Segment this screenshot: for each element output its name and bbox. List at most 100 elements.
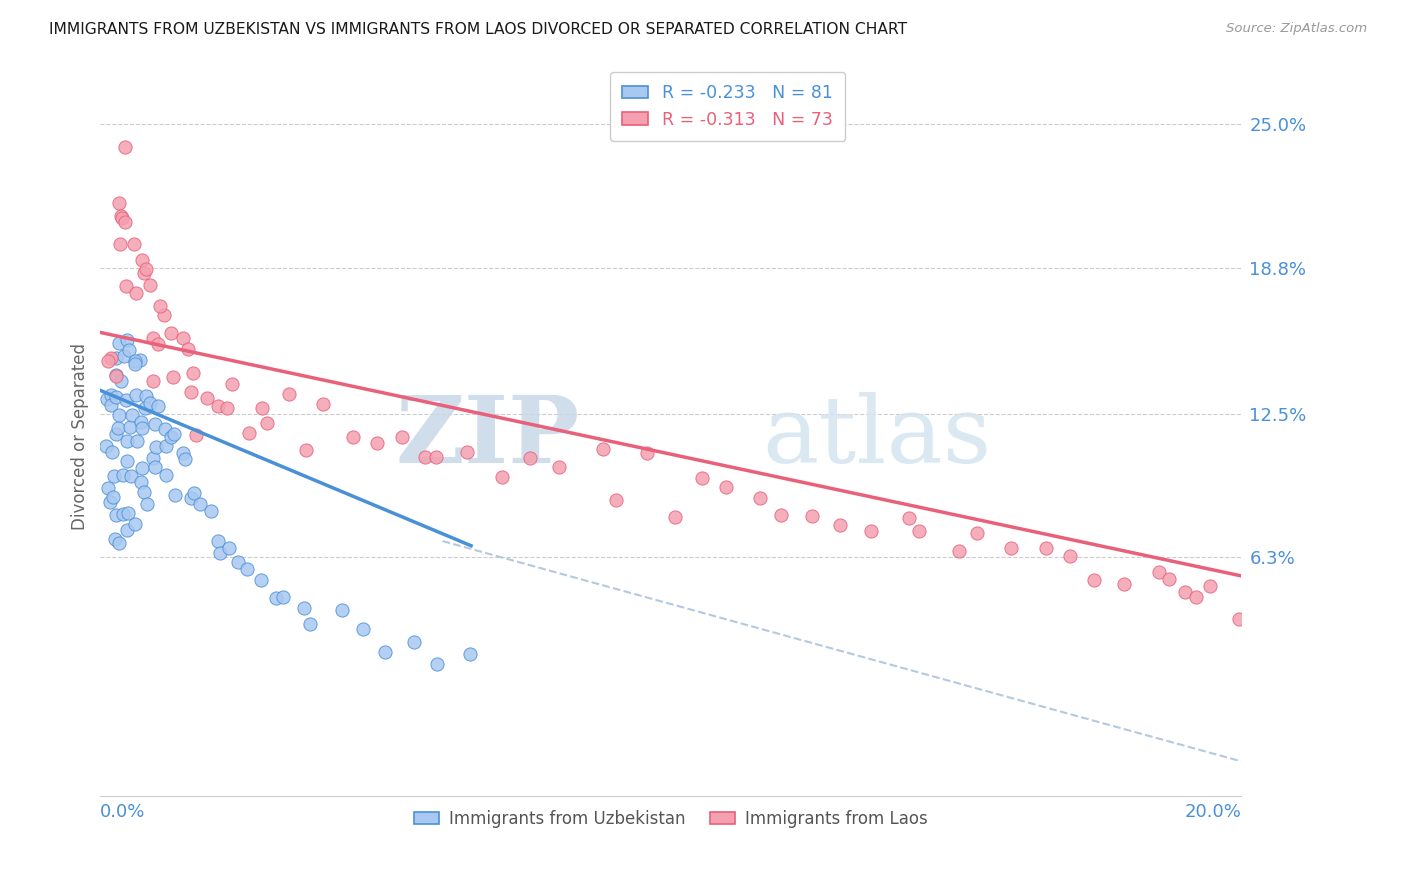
Point [108,195,131,210]
Point [100,398,122,412]
Point [131,421,153,435]
Text: 20.0%: 20.0% [1184,803,1241,821]
Point [148,336,170,351]
Point [118,343,141,357]
Point [129,416,152,430]
Point [143,417,166,432]
Point [236,562,259,576]
Text: 0.0%: 0.0% [100,803,146,821]
Point [1083,574,1105,588]
Point [352,623,374,637]
Legend: Immigrants from Uzbekistan, Immigrants from Laos: Immigrants from Uzbekistan, Immigrants f… [406,803,935,835]
Point [256,417,278,431]
Point [100,494,122,508]
Point [108,535,131,549]
Point [172,446,194,460]
Point [605,493,627,508]
Point [172,331,194,345]
Point [221,376,243,391]
Point [125,285,148,300]
Point [162,370,184,384]
Point [636,446,658,460]
Point [117,506,139,520]
Point [716,479,738,493]
Point [1147,566,1170,580]
Point [218,541,240,555]
Point [115,278,138,293]
Point [180,384,202,399]
Point [366,436,388,450]
Point [226,554,249,568]
Point [125,434,148,448]
Point [132,266,155,280]
Point [404,634,426,648]
Point [173,452,195,467]
Point [592,442,614,457]
Point [100,351,122,366]
Point [135,261,157,276]
Point [215,401,238,415]
Point [110,209,132,223]
Point [155,467,177,482]
Point [519,451,541,466]
Point [132,485,155,500]
Point [117,434,139,448]
Point [108,336,131,351]
Point [1035,541,1057,556]
Point [801,509,824,524]
Point [129,475,152,489]
Point [160,326,183,341]
Point [121,409,143,423]
Point [111,467,134,482]
Text: Source: ZipAtlas.com: Source: ZipAtlas.com [1226,22,1367,36]
Point [142,450,165,465]
Point [162,426,184,441]
Point [1000,541,1022,556]
Point [139,277,162,292]
Point [112,507,135,521]
Point [120,469,142,483]
Point [142,331,165,345]
Point [115,523,138,537]
Point [425,450,447,464]
Point [828,517,851,532]
Point [153,422,176,436]
Point [134,401,156,416]
Point [271,590,294,604]
Point [200,503,222,517]
Point [195,391,218,405]
Point [413,450,436,465]
Point [114,393,136,408]
Point [114,139,136,153]
Point [145,460,167,475]
Point [124,353,146,368]
Point [160,430,183,444]
Point [491,470,513,484]
Point [238,426,260,441]
Point [118,420,141,434]
Point [107,421,129,435]
Point [97,481,120,495]
Point [180,491,202,505]
Point [135,389,157,403]
Point [101,490,124,504]
Point [548,460,571,475]
Point [177,343,200,357]
Point [908,524,931,539]
Point [770,508,793,522]
Point [105,369,128,384]
Point [105,426,128,441]
Text: ZIP: ZIP [395,392,579,482]
Point [135,498,157,512]
Point [374,645,396,659]
Point [208,546,231,560]
Point [149,300,172,314]
Point [298,617,321,632]
Point [148,399,170,413]
Point [278,386,301,401]
Point [108,237,131,252]
Point [110,374,132,388]
Point [105,390,128,404]
Point [898,510,921,524]
Point [250,573,273,587]
